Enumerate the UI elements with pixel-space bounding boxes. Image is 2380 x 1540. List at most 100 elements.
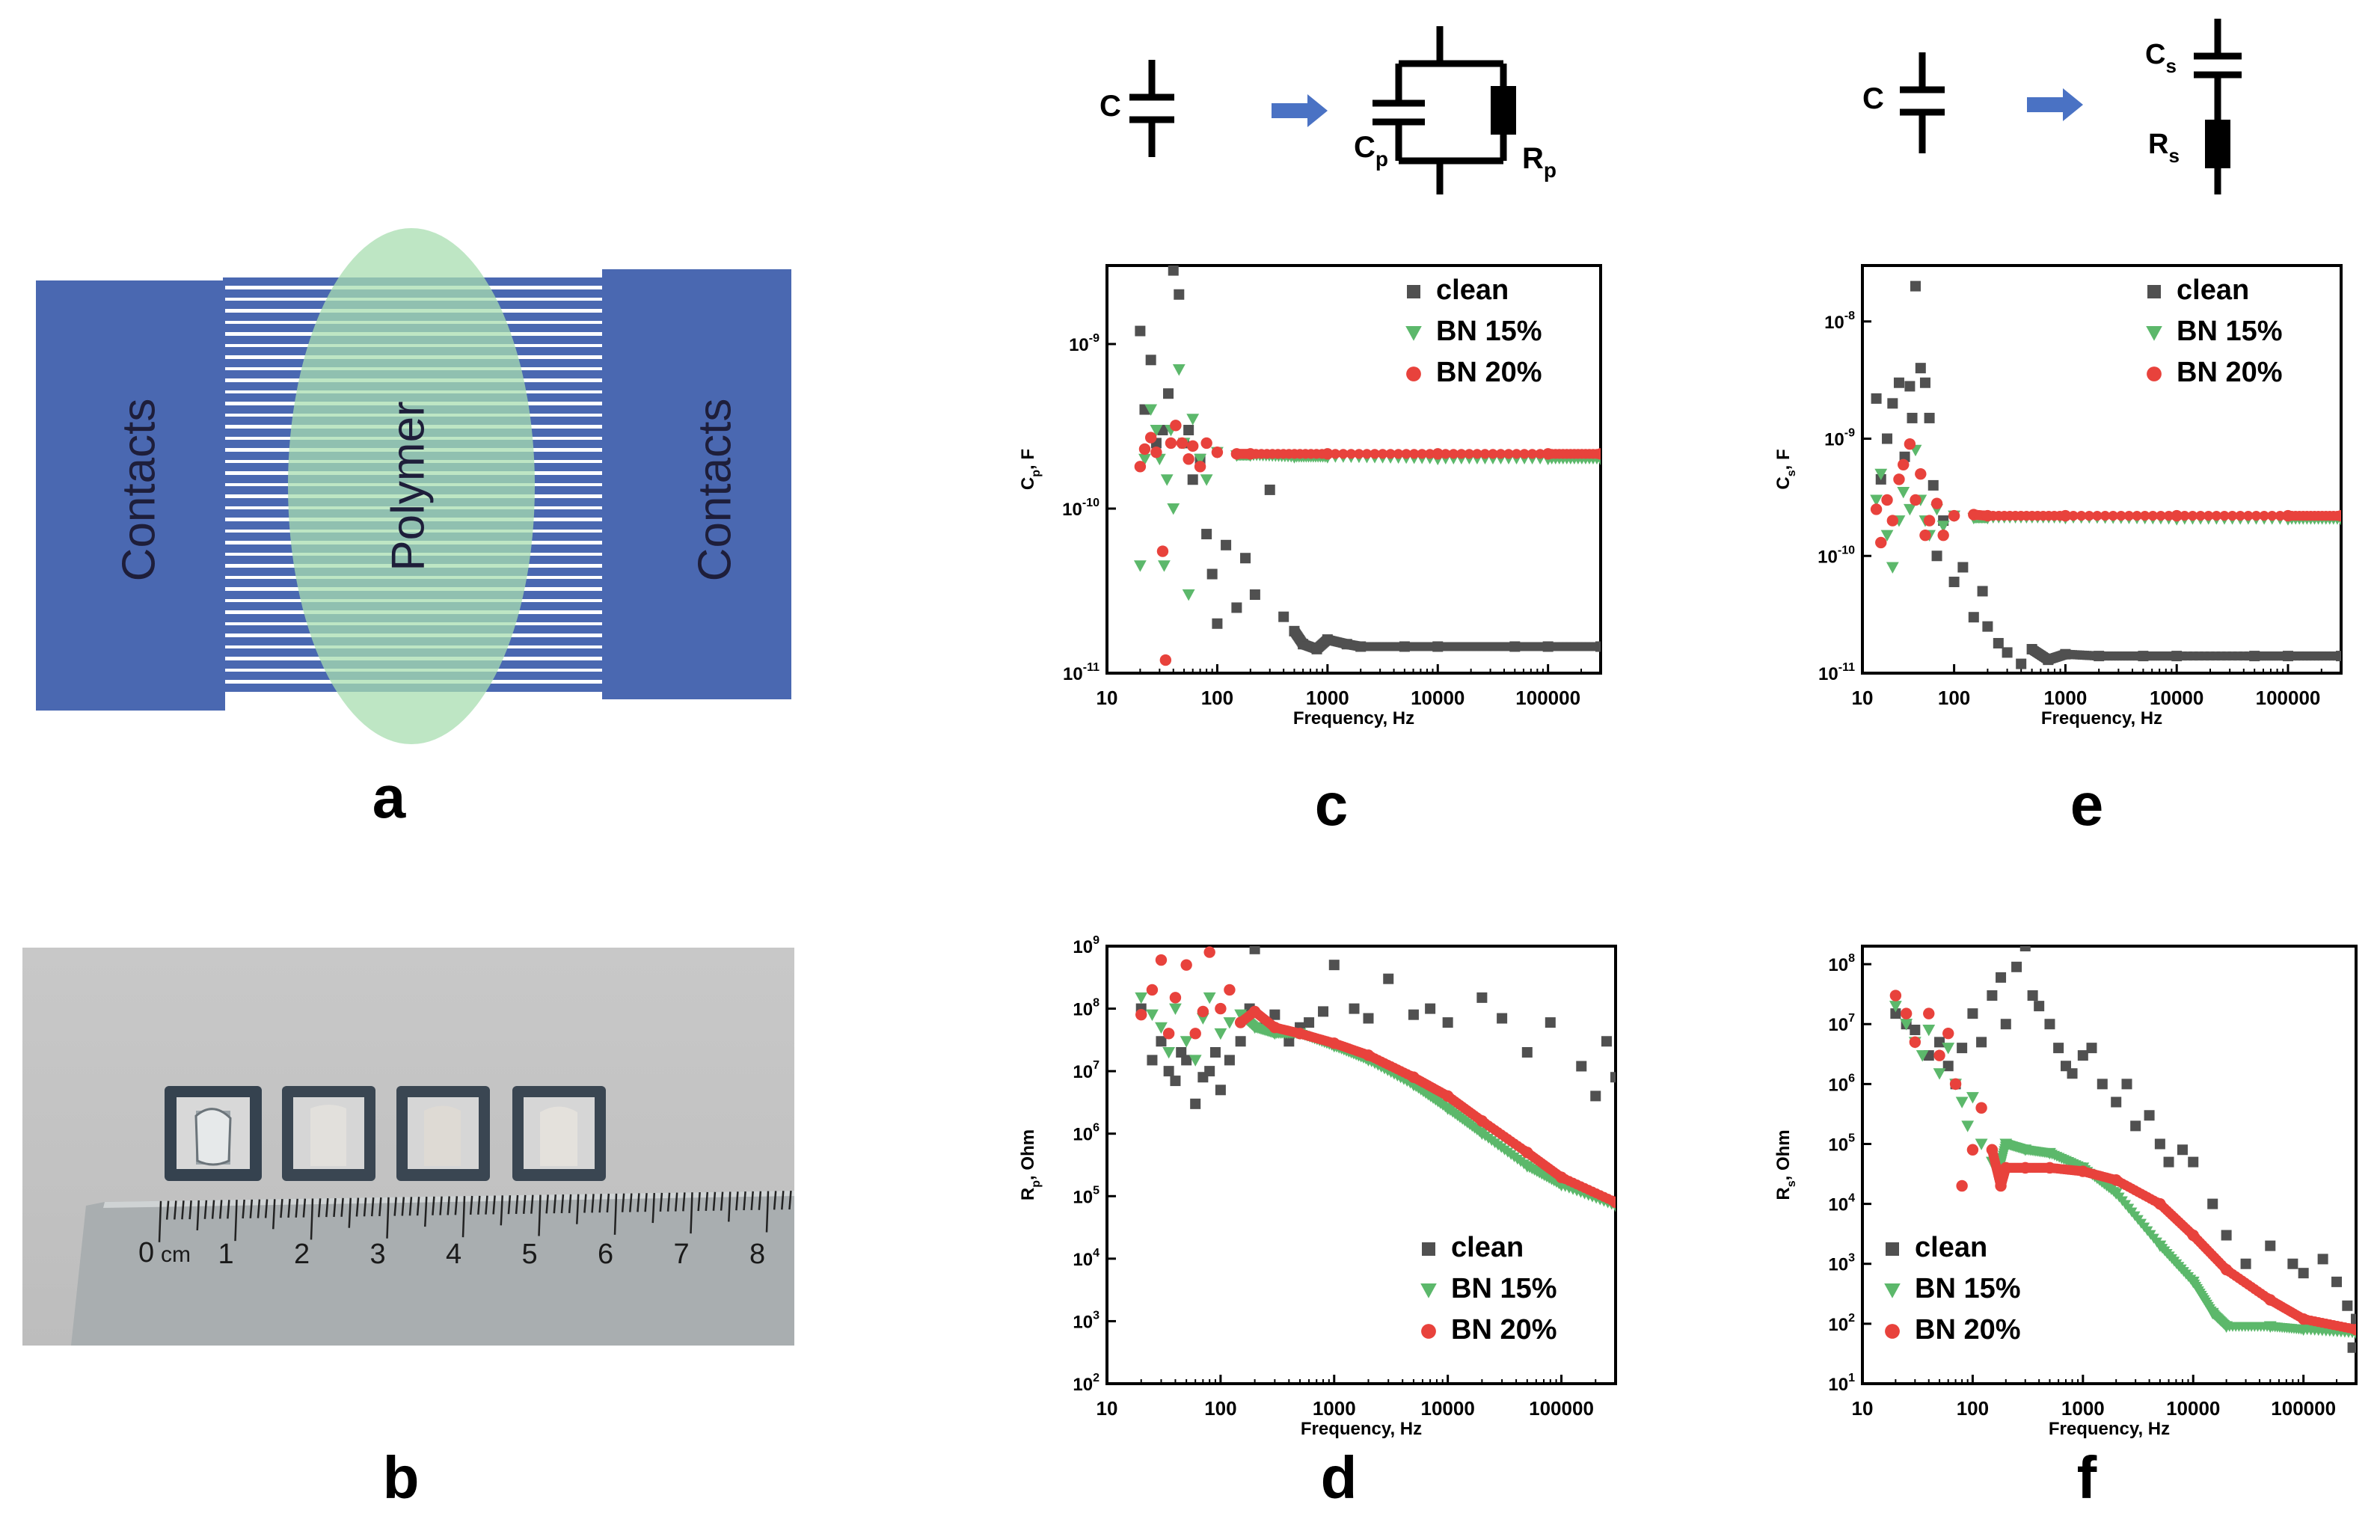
data-point — [2086, 1043, 2097, 1054]
data-point — [1910, 494, 1922, 506]
resistor-symbol — [1491, 86, 1516, 135]
data-point — [1886, 515, 1899, 527]
data-point — [1889, 1001, 1902, 1013]
data-point — [1156, 545, 1169, 557]
series-bn-20- — [1134, 420, 1601, 666]
data-point — [1180, 959, 1192, 971]
ruler-tick — [386, 1197, 390, 1239]
res-label: Rp — [1522, 142, 1556, 182]
data-point — [1919, 529, 1931, 542]
contact-pad-left — [36, 280, 225, 711]
data-point — [2203, 510, 2214, 521]
data-point — [1135, 1008, 1147, 1021]
data-point — [1464, 449, 1474, 459]
data-point — [1249, 589, 1260, 601]
data-point — [1942, 1061, 1954, 1072]
ruler-tick — [333, 1197, 337, 1218]
data-point — [1385, 449, 1396, 459]
ruler-tick — [401, 1197, 405, 1216]
x-axis-label: Frequency, Hz — [1301, 1419, 1422, 1439]
data-point — [1503, 449, 1514, 459]
data-point — [1936, 521, 1950, 533]
y-tick-label: 10-10 — [1062, 497, 1099, 520]
data-point — [2347, 1342, 2356, 1353]
parallel-rc-symbol — [1373, 26, 1507, 194]
ruler-tick — [606, 1193, 610, 1213]
x-tick-label: 100000 — [1515, 687, 1580, 709]
ruler-tick — [560, 1194, 565, 1214]
resistor-symbol-e — [2205, 120, 2230, 168]
data-point — [2177, 1144, 2188, 1156]
ruler-tick — [302, 1198, 307, 1218]
data-point — [1915, 468, 1927, 480]
x-axis-label: Frequency, Hz — [2041, 708, 2162, 728]
data-point — [2287, 1258, 2298, 1269]
x-axis-label: Frequency, Hz — [2049, 1419, 2170, 1439]
y-tick-label: 106 — [1828, 1072, 1855, 1095]
legend-label: BN 15% — [1436, 316, 1542, 347]
data-point — [1871, 393, 1882, 404]
ruler-tick — [196, 1200, 200, 1231]
data-point — [1249, 946, 1260, 954]
ruler-tick — [697, 1191, 701, 1212]
data-point — [1957, 562, 1969, 573]
ruler-tick — [295, 1198, 298, 1218]
data-point — [1183, 453, 1194, 465]
data-point — [2068, 510, 2079, 521]
data-point — [1189, 1028, 1201, 1040]
x-tick-label: 1000 — [2061, 1397, 2105, 1420]
legend-marker — [1422, 1242, 1435, 1256]
data-point — [1145, 355, 1156, 366]
data-point — [1283, 1036, 1295, 1047]
data-point — [2108, 510, 2118, 521]
ruler-tick — [280, 1199, 283, 1218]
ruler-label: 3 — [370, 1239, 386, 1270]
data-point — [2000, 1019, 2011, 1030]
data-point — [1448, 449, 1459, 459]
data-point — [2235, 510, 2245, 521]
data-point — [1322, 448, 1334, 460]
legend-label: clean — [2177, 274, 2249, 306]
data-point — [2019, 946, 2031, 951]
data-point — [1933, 1049, 1945, 1061]
data-point — [1163, 388, 1174, 399]
y-tick-label: 102 — [1073, 1372, 1099, 1395]
y-tick-label: 105 — [1828, 1132, 1855, 1155]
panel-label-e: e — [2070, 771, 2104, 838]
data-point — [2350, 1323, 2356, 1336]
photo-content: 0 cm 1 2 3 4 5 6 7 8 — [71, 1086, 794, 1346]
data-point — [1176, 437, 1189, 450]
ruler-tick — [743, 1191, 746, 1211]
data-point — [1923, 515, 1936, 527]
data-point — [2267, 510, 2278, 521]
data-point — [1456, 449, 1467, 459]
y-tick-label: 104 — [1073, 1247, 1099, 1270]
data-point — [1610, 1072, 1616, 1083]
data-point — [1363, 1013, 1374, 1024]
data-point — [2219, 510, 2230, 521]
data-point — [1955, 1096, 1969, 1108]
circuit-input-label-e: C — [1862, 82, 1884, 115]
data-point — [1975, 1102, 1987, 1114]
ruler-tick — [363, 1197, 367, 1217]
data-point — [1907, 412, 1918, 423]
x-tick-label: 100 — [1201, 687, 1233, 709]
legend-label: BN 15% — [1451, 1273, 1557, 1304]
data-point — [1976, 1037, 1987, 1048]
data-point — [1916, 1050, 1929, 1062]
ruler-tick — [264, 1199, 269, 1218]
data-point — [2111, 1096, 2122, 1108]
data-point — [2342, 1300, 2353, 1311]
ruler-tick — [370, 1197, 375, 1217]
data-point — [1147, 1055, 1158, 1066]
data-point — [1133, 560, 1147, 572]
data-point — [2034, 1001, 2045, 1012]
data-point — [1150, 446, 1162, 458]
data-point — [1144, 404, 1158, 416]
ruler-tick — [174, 1200, 177, 1220]
y-axis-label: Rs, Ohm — [1773, 1129, 1798, 1200]
ruler-tick — [735, 1191, 739, 1211]
ruler-tick — [158, 1200, 162, 1242]
y-tick-label: 10-11 — [1063, 661, 1099, 684]
ruler-tick — [690, 1192, 693, 1234]
